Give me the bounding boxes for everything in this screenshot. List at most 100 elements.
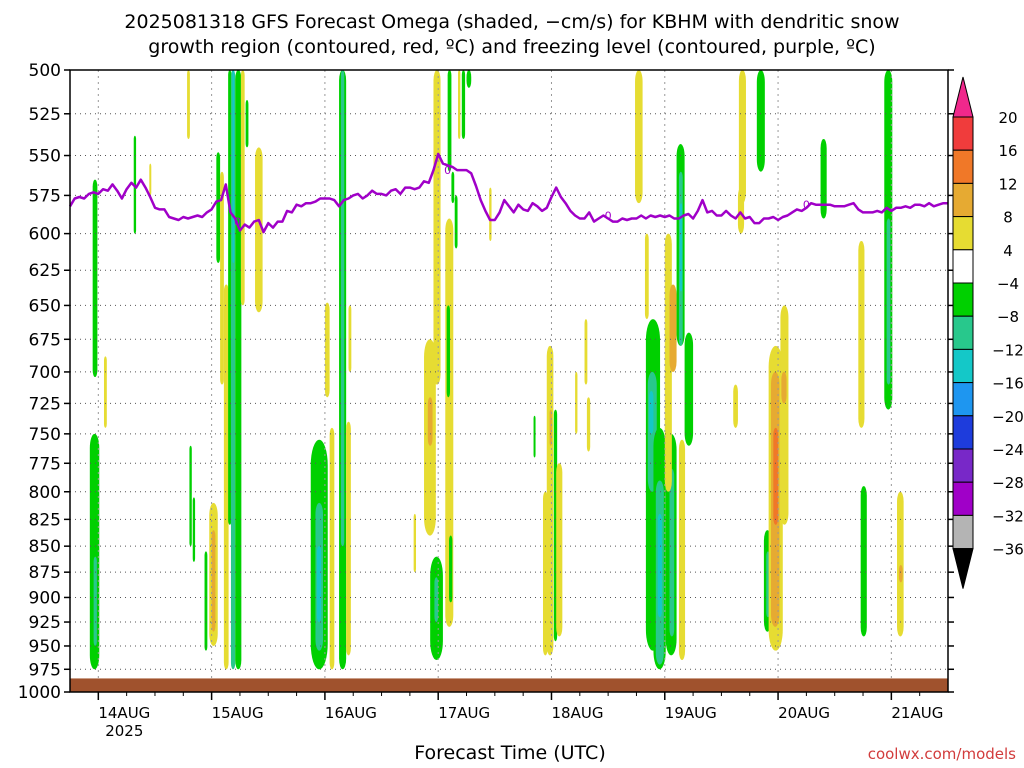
omega-region-71 bbox=[678, 439, 686, 661]
omega-region-3 bbox=[103, 356, 107, 428]
omega-region-76 bbox=[733, 384, 738, 428]
y-tick-label-975: 975 bbox=[29, 660, 61, 680]
colorbar-label-0: 20 bbox=[998, 109, 1017, 127]
y-tick-label-575: 575 bbox=[29, 186, 61, 206]
omega-region-57 bbox=[644, 233, 649, 320]
colorbar-box-11 bbox=[952, 448, 974, 483]
y-tick-label-525: 525 bbox=[29, 105, 61, 125]
colorbar-box-3 bbox=[952, 182, 974, 218]
omega-region-28 bbox=[340, 70, 345, 547]
colorbar-box-10 bbox=[952, 415, 974, 450]
omega-region-19 bbox=[240, 70, 245, 306]
colorbar-label-11: −28 bbox=[992, 474, 1024, 492]
colorbar-box-13 bbox=[952, 514, 974, 550]
colorbar-box-12 bbox=[952, 481, 974, 516]
omega-region-70 bbox=[679, 203, 683, 292]
omega-region-9 bbox=[204, 551, 208, 651]
omega-region-5 bbox=[149, 163, 152, 196]
omega-region-40 bbox=[449, 535, 453, 603]
x-tick-label-0: 14AUG bbox=[98, 704, 150, 722]
omega-region-29 bbox=[346, 421, 351, 656]
omega-region-84 bbox=[820, 139, 827, 219]
colorbar-label-6: −8 bbox=[997, 308, 1019, 326]
omega-region-89 bbox=[897, 491, 904, 637]
colorbar-box-7 bbox=[952, 315, 974, 350]
plot-frame bbox=[69, 69, 949, 693]
omega-region-8 bbox=[192, 497, 196, 562]
colorbar-label-1: 16 bbox=[998, 142, 1017, 160]
y-tick-label-950: 950 bbox=[29, 637, 61, 657]
omega-region-44 bbox=[461, 70, 466, 140]
y-tick-label-500: 500 bbox=[29, 61, 61, 81]
colorbar-label-7: −12 bbox=[992, 341, 1024, 359]
omega-region-55 bbox=[575, 371, 578, 434]
colorbar-box-5 bbox=[952, 249, 974, 284]
omega-region-49 bbox=[546, 345, 554, 656]
y-tick-label-550: 550 bbox=[29, 147, 61, 167]
x-axis-label: Forecast Time (UTC) bbox=[414, 742, 606, 764]
y-tick-label-1000: 1000 bbox=[18, 683, 61, 703]
omega-region-18 bbox=[235, 70, 242, 670]
omega-region-73 bbox=[738, 70, 746, 204]
ground-fill bbox=[70, 678, 948, 692]
colorbar-top-arrow bbox=[952, 76, 974, 118]
omega-region-14 bbox=[223, 284, 229, 670]
credit-text: coolwx.com/models bbox=[867, 745, 1016, 763]
colorbar-box-9 bbox=[952, 382, 974, 417]
y-tick-label-900: 900 bbox=[29, 588, 61, 608]
omega-region-82 bbox=[780, 305, 789, 525]
colorbar-label-5: −4 bbox=[997, 275, 1019, 293]
y-tick-label-925: 925 bbox=[29, 613, 61, 633]
omega-region-87 bbox=[886, 218, 891, 385]
omega-region-2 bbox=[93, 556, 97, 646]
y-tick-label-825: 825 bbox=[29, 510, 61, 530]
title-line-1: 2025081318 GFS Forecast Omega (shaded, −… bbox=[124, 11, 900, 33]
omega-region-31 bbox=[413, 513, 417, 573]
omega-region-65 bbox=[669, 469, 675, 637]
omega-region-33 bbox=[427, 397, 433, 446]
freezing-level-label-3: 0 bbox=[803, 199, 810, 212]
omega-region-75 bbox=[756, 70, 765, 172]
freezing-level-label-0: 0 bbox=[234, 216, 241, 229]
title-line-2: growth region (contoured, red, ºC) and f… bbox=[148, 36, 876, 58]
omega-region-30 bbox=[348, 305, 352, 372]
colorbar-label-12: −32 bbox=[992, 507, 1024, 525]
omega-region-47 bbox=[533, 415, 536, 458]
omega-region-67 bbox=[669, 284, 677, 372]
y-tick-label-800: 800 bbox=[29, 483, 61, 503]
omega-region-46 bbox=[489, 187, 492, 242]
colorbar-label-3: 8 bbox=[1003, 209, 1013, 227]
colorbar-box-1 bbox=[952, 116, 974, 151]
y-tick-label-875: 875 bbox=[29, 563, 61, 583]
x-tick-label-3: 17AUG bbox=[438, 704, 490, 722]
y-tick-label-700: 700 bbox=[29, 363, 61, 383]
chart-title: 2025081318 GFS Forecast Omega (shaded, −… bbox=[0, 10, 1024, 60]
y-tick-label-675: 675 bbox=[29, 330, 61, 350]
y-tick-label-625: 625 bbox=[29, 261, 61, 281]
y-tick-label-600: 600 bbox=[29, 225, 61, 245]
y-tick-label-750: 750 bbox=[29, 425, 61, 445]
omega-region-12 bbox=[216, 152, 221, 264]
omega-region-36 bbox=[434, 577, 439, 623]
colorbar-label-2: 12 bbox=[998, 175, 1017, 193]
omega-region-39 bbox=[446, 305, 450, 398]
colorbar-box-8 bbox=[952, 348, 974, 384]
omega-region-22 bbox=[324, 302, 330, 398]
colorbar-box-6 bbox=[952, 282, 974, 317]
omega-region-72 bbox=[684, 332, 694, 446]
x-tick-label-4: 18AUG bbox=[552, 704, 604, 722]
omega-region-15 bbox=[228, 70, 232, 525]
omega-region-43 bbox=[458, 70, 461, 140]
grid-lines bbox=[70, 70, 948, 692]
colorbar-label-8: −16 bbox=[992, 375, 1024, 393]
x-tick-label-1: 15AUG bbox=[212, 704, 264, 722]
y-tick-label-775: 775 bbox=[29, 454, 61, 474]
omega-region-81 bbox=[773, 427, 779, 525]
omega-region-52 bbox=[556, 463, 563, 637]
colorbar-box-2 bbox=[952, 149, 974, 184]
x-tick-label-7: 21AUG bbox=[891, 704, 943, 722]
omega-region-54 bbox=[586, 397, 591, 452]
colorbar-bottom-arrow bbox=[952, 548, 974, 589]
time-height-plot: 0 0 0 0 500 525 550 575 600 625 650 675 700 725 750 77… bbox=[18, 61, 1024, 740]
omega-region-56 bbox=[635, 70, 643, 204]
